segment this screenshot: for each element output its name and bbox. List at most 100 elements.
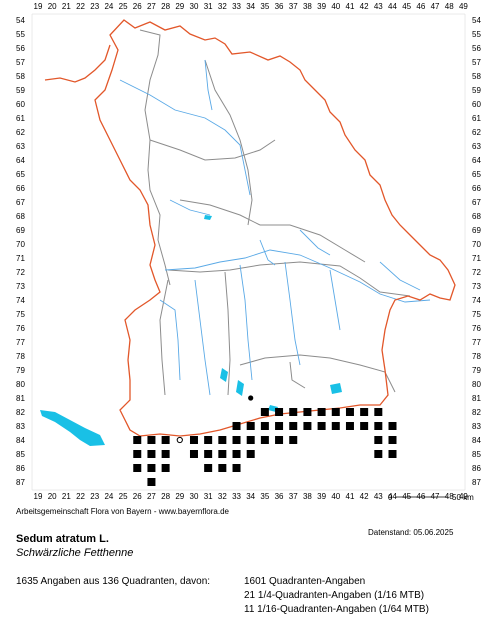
right-axis-labels: 54 55 56 57 58 59 60 61 62 63 64 65 66 67 68 69 70 71 72 73…: [472, 16, 481, 487]
distribution-map: 19 20 21 22 23 24 25 26 27 28 29 30 31 32 33 34 35 36 37 38…: [16, 2, 481, 502]
species-common-name: Schwärzliche Fetthenne: [16, 547, 134, 559]
row-label-right: 56: [472, 44, 481, 53]
column-label-bottom: 27: [147, 492, 156, 501]
row-label-left: 71: [16, 254, 25, 263]
bottom-axis-labels: 19 20 21 22 23 24 25 26 27 28 29 30 31 32 33 34 35 36 37 38…: [34, 492, 469, 501]
row-label-right: 84: [472, 436, 481, 445]
row-label-right: 76: [472, 324, 481, 333]
occurrence-marker: [374, 436, 383, 444]
occurrence-marker: [204, 464, 213, 472]
column-label-bottom: 40: [331, 492, 340, 501]
column-label-bottom: 30: [190, 492, 199, 501]
column-label-top: 38: [303, 2, 312, 11]
occurrence-marker: [246, 450, 255, 458]
occurrence-marker: [388, 450, 397, 458]
row-label-left: 76: [16, 324, 25, 333]
border-west-segment: [44, 44, 111, 83]
occurrence-marker: [133, 450, 142, 458]
column-label-top: 25: [119, 2, 128, 11]
row-label-right: 71: [472, 254, 481, 263]
column-label-top: 31: [204, 2, 213, 11]
occurrence-marker: [232, 436, 241, 444]
occurrence-marker: [189, 436, 198, 444]
column-label-top: 34: [246, 2, 255, 11]
column-label-top: 43: [374, 2, 383, 11]
column-label-top: 40: [331, 2, 340, 11]
row-label-right: 75: [472, 310, 481, 319]
row-label-right: 80: [472, 380, 481, 389]
scale-start-label: 0: [388, 493, 393, 502]
occurrence-marker: [260, 422, 269, 430]
row-label-right: 54: [472, 16, 481, 25]
column-label-top: 48: [445, 2, 454, 11]
occurrence-marker: [232, 464, 241, 472]
row-label-right: 57: [472, 58, 481, 67]
column-label-bottom: 48: [445, 492, 454, 501]
column-label-top: 46: [416, 2, 425, 11]
row-label-left: 85: [16, 450, 25, 459]
row-label-left: 67: [16, 198, 25, 207]
row-label-right: 82: [472, 408, 481, 417]
row-label-left: 55: [16, 30, 25, 39]
column-label-top: 27: [147, 2, 156, 11]
occurrence-marker: [246, 436, 255, 444]
row-label-right: 60: [472, 100, 481, 109]
row-label-left: 75: [16, 310, 25, 319]
occurrence-marker: [289, 422, 298, 430]
column-label-top: 33: [232, 2, 241, 11]
row-label-right: 68: [472, 212, 481, 221]
occurrence-marker: [374, 422, 383, 430]
row-label-left: 87: [16, 478, 25, 487]
occurrence-marker: [345, 422, 354, 430]
occurrence-marker: [161, 436, 170, 444]
occurrence-marker: [374, 408, 383, 416]
column-label-bottom: 24: [104, 492, 113, 501]
row-label-left: 79: [16, 366, 25, 375]
grid-lines: [31, 13, 466, 491]
row-label-right: 74: [472, 296, 481, 305]
row-label-left: 78: [16, 352, 25, 361]
occurrence-marker: [161, 450, 170, 458]
row-label-right: 85: [472, 450, 481, 459]
column-label-top: 19: [34, 2, 43, 11]
row-label-left: 70: [16, 240, 25, 249]
column-label-top: 29: [175, 2, 184, 11]
occurrence-marker: [147, 436, 156, 444]
row-label-left: 64: [16, 156, 25, 165]
row-label-right: 58: [472, 72, 481, 81]
row-label-right: 55: [472, 30, 481, 39]
lakes: [40, 215, 342, 446]
row-label-right: 64: [472, 156, 481, 165]
occurrence-marker: [275, 408, 284, 416]
column-label-bottom: 35: [260, 492, 269, 501]
row-label-left: 84: [16, 436, 25, 445]
occurrence-marker: [133, 464, 142, 472]
occurrence-marker: [204, 436, 213, 444]
occurrence-marker: [133, 436, 142, 444]
data-date: Datenstand: 05.06.2025: [368, 528, 454, 537]
occurrence-marker: [317, 422, 326, 430]
column-label-bottom: 29: [175, 492, 184, 501]
row-label-right: 78: [472, 352, 481, 361]
row-label-right: 79: [472, 366, 481, 375]
occurrence-marker: [331, 408, 340, 416]
occurrence-marker: [204, 450, 213, 458]
row-label-right: 77: [472, 338, 481, 347]
row-label-left: 73: [16, 282, 25, 291]
occurrence-marker: [260, 408, 269, 416]
occurrence-markers: [133, 395, 397, 486]
occurrence-marker: [360, 422, 369, 430]
row-label-left: 66: [16, 184, 25, 193]
row-label-right: 65: [472, 170, 481, 179]
column-label-bottom: 31: [204, 492, 213, 501]
state-border: [94, 19, 456, 437]
row-label-left: 61: [16, 114, 25, 123]
row-label-left: 54: [16, 16, 25, 25]
column-label-bottom: 39: [317, 492, 326, 501]
column-label-bottom: 20: [48, 492, 57, 501]
occurrence-marker: [289, 436, 298, 444]
row-label-left: 63: [16, 142, 25, 151]
column-label-top: 30: [190, 2, 199, 11]
column-label-bottom: 23: [90, 492, 99, 501]
occurrence-marker: [232, 450, 241, 458]
